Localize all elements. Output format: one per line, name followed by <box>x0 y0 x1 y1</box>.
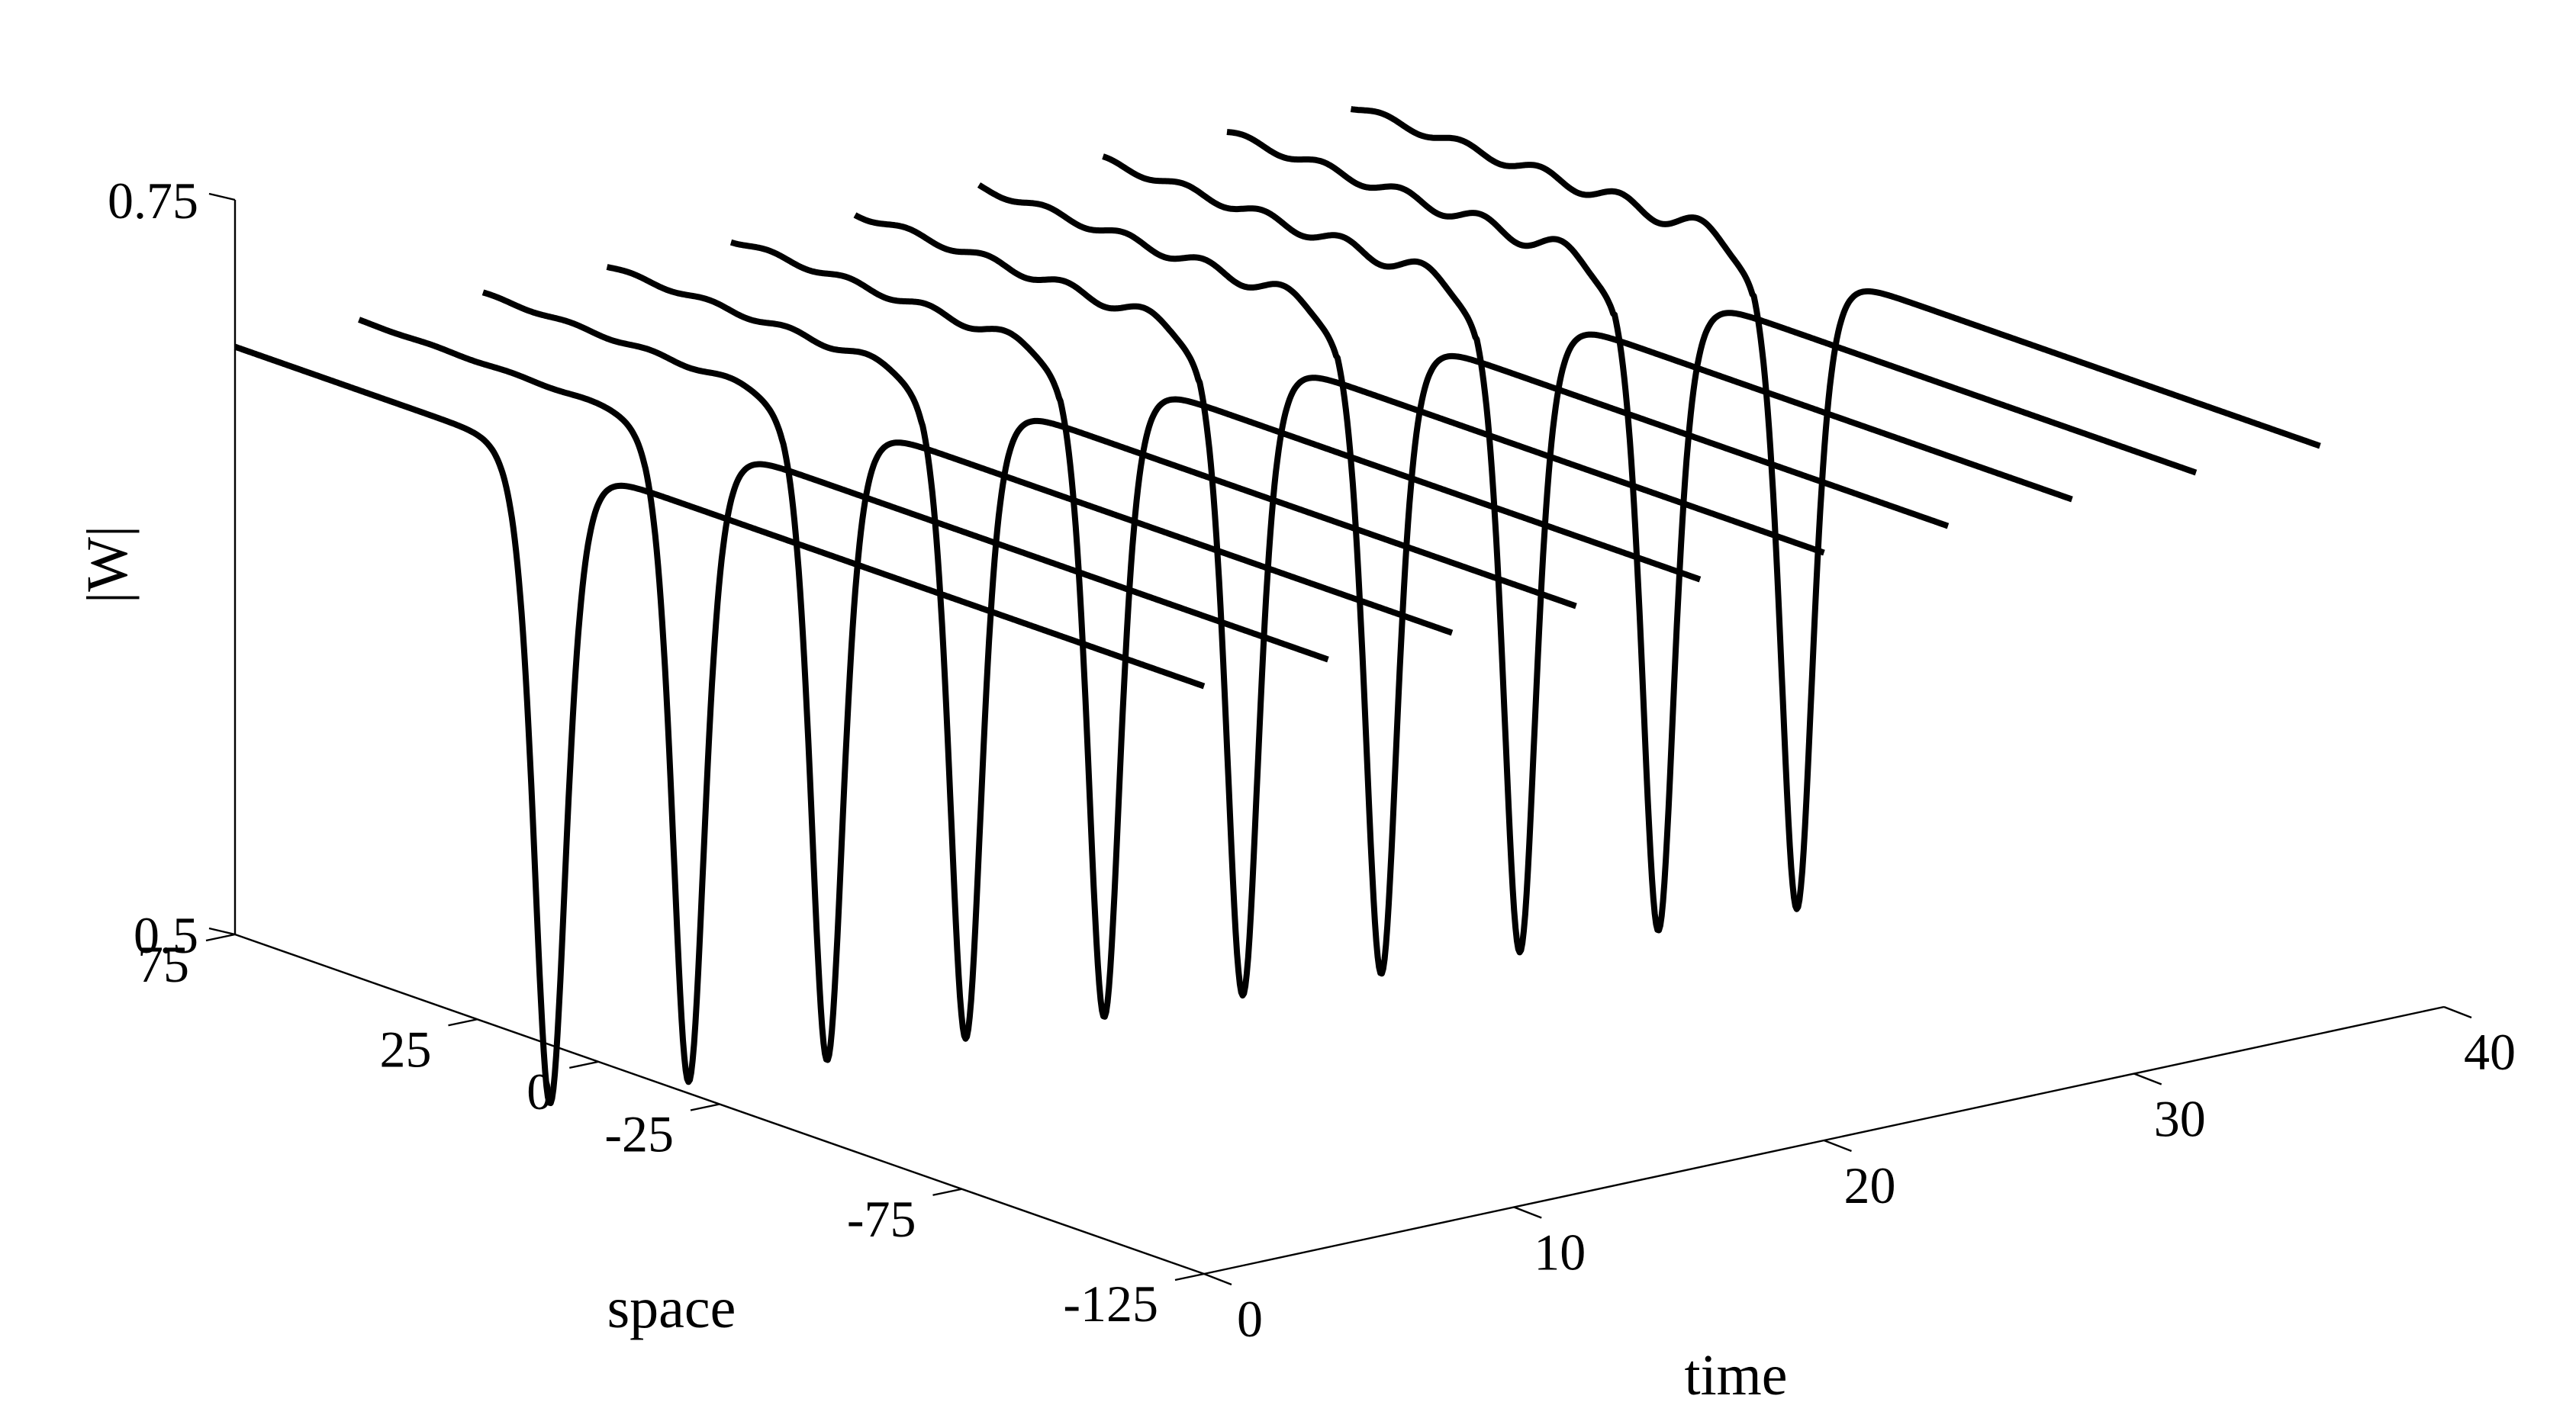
time-tick-label: 20 <box>1844 1156 1896 1214</box>
time-tick-label: 10 <box>1534 1224 1586 1282</box>
time-tick <box>2133 1073 2162 1085</box>
series-line-t4 <box>357 317 1330 1085</box>
space-tick-label: -25 <box>604 1105 674 1163</box>
time-tick-label: 0 <box>1237 1290 1263 1348</box>
space-tick <box>205 933 236 942</box>
series-line-t12 <box>605 264 1578 1042</box>
series-line-t8 <box>481 289 1454 1063</box>
z-tick <box>208 192 236 201</box>
z-tick-label: 0.75 <box>108 172 198 230</box>
space-tick <box>569 1060 599 1069</box>
z-tick <box>208 927 236 936</box>
z-tick-label: 0.5 <box>134 906 198 964</box>
space-tick <box>690 1103 720 1111</box>
time-tick <box>2443 1005 2472 1019</box>
traces <box>233 106 2322 1107</box>
tick-labels: 0.5 0.75 75 25 0 -25 -75 -125 0 10 20 30 40 <box>108 172 2516 1348</box>
space-tick <box>448 1018 478 1027</box>
z-axis-label: |W| <box>76 526 140 603</box>
space-tick <box>1174 1272 1205 1282</box>
axes <box>205 192 2472 1286</box>
space-tick-label: 25 <box>380 1020 432 1078</box>
space-tick-label: -125 <box>1063 1275 1158 1333</box>
time-tick <box>1824 1139 1852 1153</box>
y-axis-label: space <box>607 1276 736 1340</box>
series-line-t28 <box>1101 153 2074 956</box>
time-tick-label: 30 <box>2154 1090 2206 1148</box>
series-line-t0 <box>233 343 1206 1107</box>
space-tick-label: -75 <box>847 1190 916 1248</box>
series-line-t32 <box>1225 129 2198 934</box>
x-axis-label: time <box>1684 1343 1787 1407</box>
series-line-t24 <box>977 182 1950 977</box>
space-tick-label: 75 <box>137 935 189 993</box>
series-line-t16 <box>729 239 1702 1020</box>
space-tick <box>932 1188 962 1196</box>
series-line-t20 <box>853 212 1826 999</box>
time-tick <box>1203 1272 1232 1286</box>
space-tick-label: 0 <box>526 1063 552 1121</box>
time-tick-label: 40 <box>2464 1023 2516 1081</box>
time-tick <box>1513 1206 1542 1219</box>
